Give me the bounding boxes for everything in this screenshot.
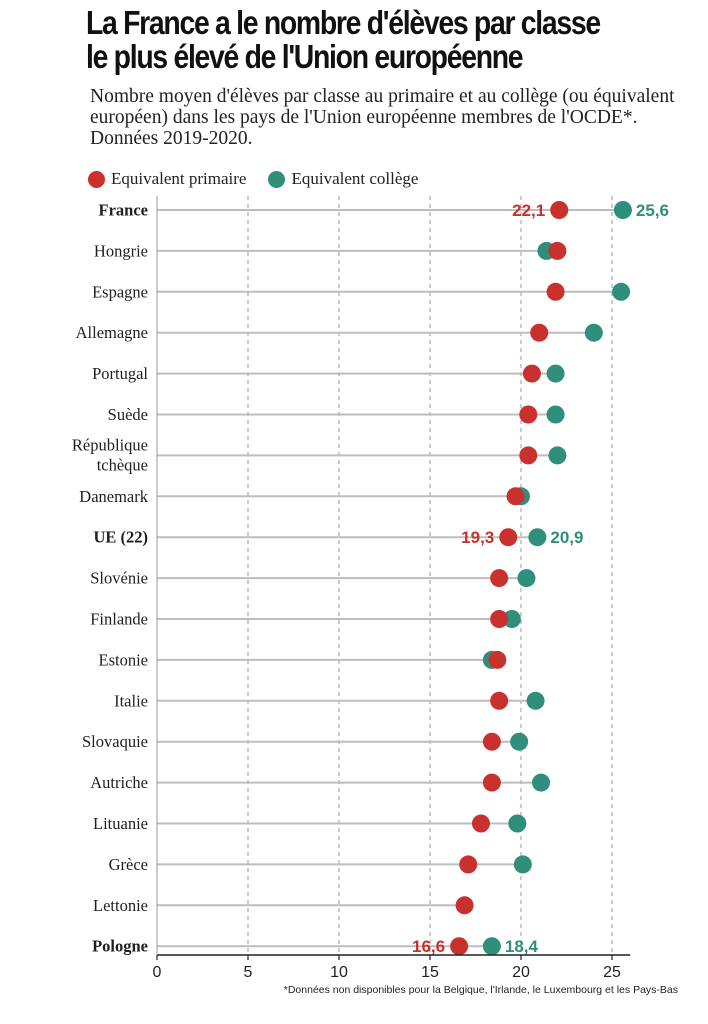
category-label-estonie: Estonie — [99, 650, 149, 669]
legend-label-primaire: Equivalent primaire — [111, 169, 247, 188]
point-college-su-de — [546, 405, 565, 424]
chart-title-line-1: La France a le nombre d'élèves par class… — [86, 4, 601, 41]
point-college-autriche — [532, 773, 551, 792]
category-label-slovaquie: Slovaquie — [82, 732, 148, 751]
point-college-allemagne — [584, 323, 603, 342]
category-label-france: France — [99, 201, 148, 220]
point-primaire-estonie — [488, 650, 507, 669]
point-college-france — [613, 201, 632, 219]
legend-label-college: Equivalent collège — [291, 169, 419, 188]
point-primaire-finlande — [490, 610, 509, 628]
data-label-primaire-pologne: 16,6 — [412, 937, 445, 956]
data-label-college-ue-22-: 20,9 — [550, 528, 583, 547]
point-primaire-espagne — [546, 282, 565, 301]
x-tick-label-25: 25 — [603, 964, 621, 981]
category-label-su-de: Suède — [108, 405, 148, 424]
legend-item-college: Equivalent collège — [268, 169, 418, 189]
category-label-hongrie: Hongrie — [94, 241, 148, 260]
footnote: *Données non disponibles pour la Belgiqu… — [283, 984, 678, 996]
legend-item-primaire: Equivalent primaire — [88, 169, 246, 189]
point-college-slov-nie — [517, 569, 536, 588]
data-label-primaire-france: 22,1 — [512, 201, 545, 220]
point-primaire-pologne — [450, 937, 469, 956]
category-label-pologne: Pologne — [92, 937, 148, 956]
legend-swatch-primaire — [88, 170, 105, 188]
x-tick-label-10: 10 — [330, 964, 348, 981]
point-college-r-publique-tch-que — [548, 446, 567, 465]
point-primaire-slov-nie — [490, 569, 509, 588]
data-label-college-pologne: 18,4 — [505, 937, 539, 956]
category-label-portugal: Portugal — [92, 364, 148, 383]
point-primaire-france — [550, 201, 569, 219]
category-label-allemagne: Allemagne — [76, 323, 148, 342]
category-label-italie: Italie — [114, 691, 148, 710]
point-college-espagne — [612, 282, 631, 301]
x-tick-label-5: 5 — [244, 964, 253, 981]
point-primaire-lituanie — [471, 814, 490, 833]
point-primaire-r-publique-tch-que — [519, 446, 538, 465]
category-label-espagne: Espagne — [92, 282, 148, 301]
point-primaire-gr-ce — [459, 855, 478, 874]
point-college-finlande — [502, 610, 521, 628]
data-label-primaire-ue-22-: 19,3 — [461, 528, 494, 547]
point-primaire-hongrie — [548, 241, 567, 260]
x-tick-label-20: 20 — [512, 964, 530, 981]
point-primaire-ue-22- — [499, 528, 518, 547]
point-college-ue-22- — [528, 528, 547, 547]
point-primaire-slovaquie — [482, 732, 501, 751]
x-tick-label-15: 15 — [421, 964, 439, 981]
category-label-lettonie: Lettonie — [93, 896, 148, 915]
point-primaire-portugal — [522, 364, 541, 383]
category-label-gr-ce: Grèce — [109, 855, 148, 874]
chart-title: La France a le nombre d'élèves par class… — [86, 6, 611, 74]
point-primaire-italie — [490, 691, 509, 710]
category-label-finlande: Finlande — [90, 610, 148, 629]
category-label-danemark: Danemark — [79, 487, 148, 506]
point-college-slovaquie — [510, 732, 529, 751]
x-tick-label-0: 0 — [153, 964, 162, 981]
legend: Equivalent primaire Equivalent collège — [88, 168, 418, 190]
point-college-pologne — [482, 937, 501, 956]
point-primaire-autriche — [482, 773, 501, 792]
chart-subtitle: Nombre moyen d'élèves par classe au prim… — [90, 86, 675, 149]
category-label-autriche: Autriche — [90, 773, 148, 792]
data-label-college-france: 25,6 — [636, 201, 669, 220]
chart-title-line-2: le plus élevé de l'Union européenne — [86, 38, 524, 75]
point-college-portugal — [546, 364, 565, 383]
category-label-ue-22-: UE (22) — [93, 528, 148, 547]
point-college-italie — [526, 691, 545, 710]
point-primaire-lettonie — [455, 896, 474, 915]
point-primaire-danemark — [506, 487, 525, 506]
category-label-r-publique-tch-que: République tchèque — [72, 435, 148, 474]
point-college-lituanie — [508, 814, 527, 833]
category-label-slov-nie: Slovénie — [90, 569, 148, 588]
category-label-lituanie: Lituanie — [93, 814, 148, 833]
legend-swatch-college — [268, 170, 286, 188]
point-primaire-allemagne — [530, 323, 549, 342]
point-college-gr-ce — [513, 855, 532, 874]
point-primaire-su-de — [519, 405, 538, 424]
